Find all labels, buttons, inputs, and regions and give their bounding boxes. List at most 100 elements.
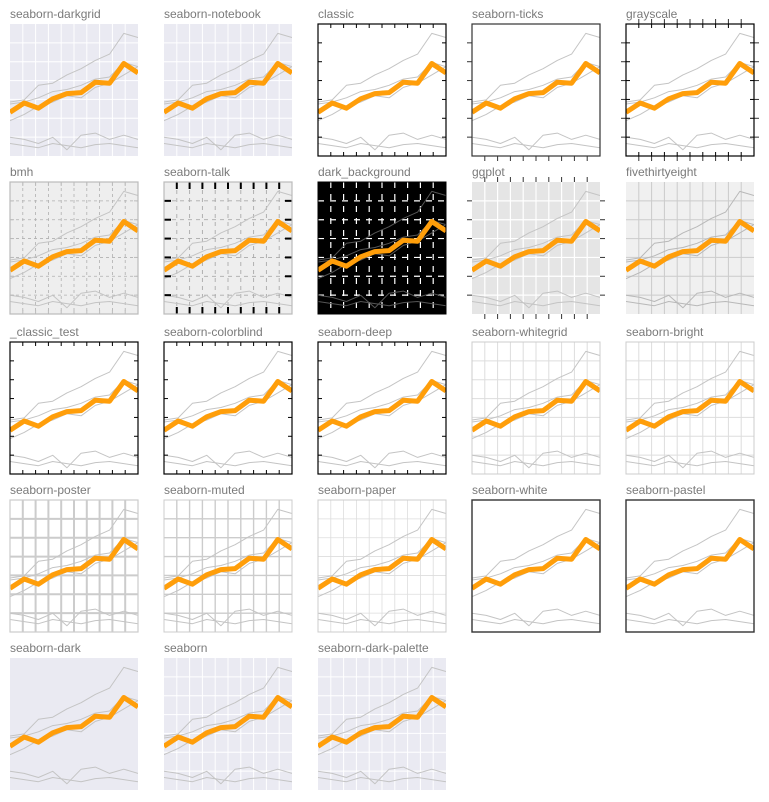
series-group: [626, 350, 754, 469]
background-series-line: [472, 143, 600, 149]
series-group: [10, 508, 138, 627]
highlight-series-line: [164, 61, 292, 115]
plot-background: [318, 24, 446, 156]
panel-title: seaborn-notebook: [164, 7, 262, 21]
panel-title: seaborn-dark-palette: [318, 641, 429, 655]
background-series-line: [472, 190, 600, 261]
background-series-line: [318, 32, 446, 103]
panel-title: bmh: [10, 165, 33, 179]
highlight-series-line: [164, 695, 292, 749]
series-group: [318, 508, 446, 627]
panel-title: seaborn-poster: [10, 483, 91, 497]
background-series-line: [164, 508, 292, 579]
ticks: [621, 19, 759, 161]
background-series-line: [164, 301, 292, 307]
background-series-line: [472, 508, 600, 579]
panel-seaborn-poster: seaborn-poster: [9, 483, 139, 633]
highlight-series-line: [626, 379, 754, 433]
highlight-series-line: [164, 219, 292, 273]
highlight-series-line: [318, 695, 446, 749]
panel-grayscale: grayscale: [621, 7, 759, 161]
panel-title: seaborn-deep: [318, 325, 392, 339]
background-series-line: [10, 450, 138, 469]
background-series-line: [164, 700, 292, 756]
panel-title: seaborn-ticks: [472, 7, 543, 21]
series-group: [318, 32, 446, 151]
background-series-line: [626, 542, 754, 598]
background-series-line: [472, 132, 600, 151]
background-series-line: [318, 450, 446, 469]
plot-frame: [471, 499, 601, 633]
background-series-line: [626, 301, 754, 307]
highlight-series-line: [472, 537, 600, 591]
panel-title: seaborn-talk: [164, 165, 231, 179]
ticks: [10, 342, 138, 474]
background-series-line: [164, 290, 292, 309]
ticks: [164, 182, 292, 314]
background-series-line: [318, 66, 446, 122]
panel-title: seaborn-muted: [164, 483, 245, 497]
background-series-line: [626, 350, 754, 421]
series-group: [10, 350, 138, 469]
background-series-line: [10, 619, 138, 625]
background-series-line: [164, 619, 292, 625]
grid: [10, 24, 138, 156]
background-series-line: [626, 132, 754, 151]
series-group: [318, 350, 446, 469]
panel-seaborn-deep: seaborn-deep: [317, 325, 447, 475]
panel-seaborn-colorblind: seaborn-colorblind: [163, 325, 293, 475]
background-series-line: [318, 777, 446, 783]
highlight-series-line: [10, 537, 138, 591]
series-group: [164, 666, 292, 785]
ticks: [467, 177, 605, 319]
panel-seaborn-darkgrid: seaborn-darkgrid: [10, 7, 138, 156]
highlight-series-line: [10, 219, 138, 273]
background-series-line: [10, 143, 138, 149]
panel-seaborn-bright: seaborn-bright: [625, 325, 755, 475]
background-series-line: [164, 766, 292, 785]
highlight-series-line: [10, 61, 138, 115]
plot-frame: [9, 181, 139, 315]
background-series-line: [10, 666, 138, 737]
series-group: [164, 508, 292, 627]
background-series-line: [164, 66, 292, 122]
background-series-line: [626, 66, 754, 122]
plot-background: [10, 342, 138, 474]
background-series-line: [626, 508, 754, 579]
background-series-line: [164, 143, 292, 149]
series-group: [318, 666, 446, 785]
background-series-line: [626, 143, 754, 149]
background-series-line: [10, 384, 138, 440]
panel-title: seaborn-colorblind: [164, 325, 263, 339]
plot-background: [472, 24, 600, 156]
background-series-line: [318, 350, 446, 421]
plot-frame: [625, 499, 755, 633]
background-series-line: [318, 666, 446, 737]
background-series-line: [472, 542, 600, 598]
ticks: [318, 24, 446, 156]
background-series-line: [318, 143, 446, 149]
plot-frame: [317, 499, 447, 633]
panel-title: _classic_test: [9, 325, 79, 339]
highlight-series-line: [472, 219, 600, 273]
panel-title: seaborn-darkgrid: [10, 7, 101, 21]
ticks: [164, 342, 292, 474]
background-series-line: [164, 777, 292, 783]
ticks: [10, 182, 138, 314]
highlight-series-line: [318, 61, 446, 115]
panel-title: seaborn-bright: [626, 325, 704, 339]
panel-seaborn-pastel: seaborn-pastel: [625, 483, 755, 633]
plot-frame: [163, 341, 293, 475]
series-group: [472, 32, 600, 151]
panel-title: seaborn-whitegrid: [472, 325, 567, 339]
plot-background: [626, 500, 754, 632]
background-series-line: [318, 224, 446, 280]
highlight-series-line: [626, 219, 754, 273]
background-series-line: [164, 224, 292, 280]
background-series-line: [10, 350, 138, 421]
background-series-line: [626, 224, 754, 280]
highlight-series-line: [318, 537, 446, 591]
background-series-line: [10, 508, 138, 579]
panel-fivethirtyeight: fivethirtyeight: [626, 165, 754, 314]
panel-title: seaborn-paper: [318, 483, 396, 497]
